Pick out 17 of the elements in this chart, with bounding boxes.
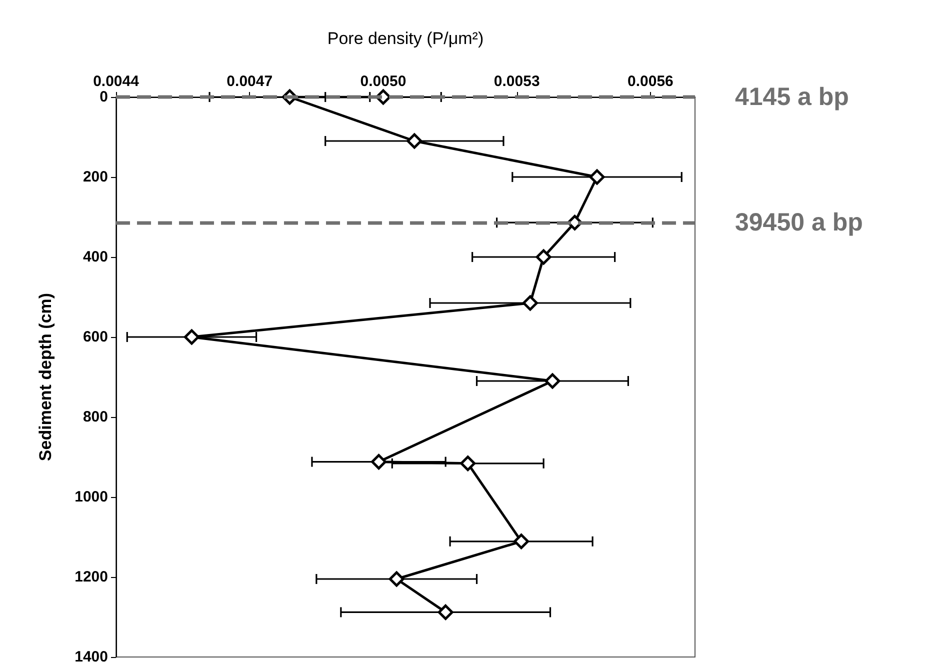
y-tick-label: 600 [82, 328, 108, 346]
ref-line-label: 4145 a bp [735, 83, 849, 111]
x-tick-label: 0.0044 [93, 73, 140, 90]
x-tick-label: 0.0050 [360, 73, 406, 90]
ref-line-label: 39450 a bp [735, 208, 863, 237]
y-tick-label: 200 [82, 168, 108, 186]
x-tick-label: 0.0056 [628, 73, 674, 90]
x-tick-label: 0.0053 [494, 73, 540, 90]
y-tick-label: 1000 [74, 488, 108, 506]
y-tick-label: 0 [100, 88, 108, 106]
y-tick-label: 400 [82, 248, 108, 266]
x-axis-title: Pore density (P/μm²) [327, 29, 484, 48]
y-axis-title: Sediment depth (cm) [36, 292, 55, 462]
y-tick-label: 800 [82, 408, 108, 426]
y-tick-label: 1200 [74, 568, 108, 586]
y-tick-label: 1400 [74, 648, 108, 666]
x-tick-label: 0.0047 [226, 73, 273, 90]
